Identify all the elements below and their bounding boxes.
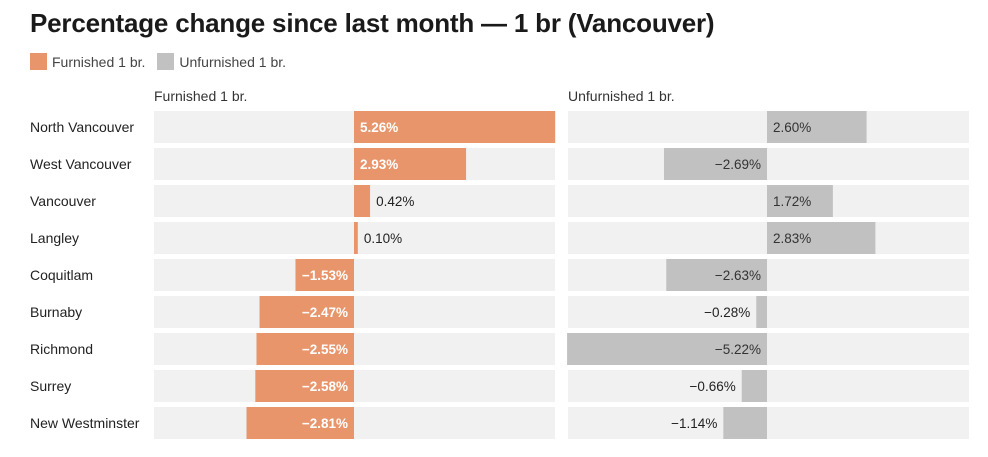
chart-title: Percentage change since last month — 1 b… — [30, 8, 715, 38]
bar-unfurnished-1-br-surrey — [741, 370, 767, 402]
bar-unfurnished-1-br-coquitlam — [666, 259, 767, 291]
panel-background-row — [154, 296, 555, 328]
category-label-langley: Langley — [30, 230, 79, 246]
bar-unfurnished-1-br-langley — [767, 222, 876, 254]
bar-furnished-1-br-coquitlam — [295, 259, 354, 291]
panel-background-row — [154, 333, 555, 365]
panel-background-row — [568, 259, 969, 291]
data-label-furnished-1-br-langley: 0.10% — [364, 231, 402, 246]
data-label-unfurnished-1-br-burnaby: −0.28% — [704, 305, 750, 320]
legend-item-unfurnished: Unfurnished 1 br. — [157, 53, 286, 70]
bar-unfurnished-1-br-burnaby — [756, 296, 767, 328]
legend-label-unfurnished: Unfurnished 1 br. — [179, 53, 287, 70]
data-label-unfurnished-1-br-surrey: −0.66% — [690, 379, 736, 394]
legend-swatch-furnished — [30, 53, 47, 70]
category-label-west-vancouver: West Vancouver — [30, 156, 132, 172]
legend: Furnished 1 br. Unfurnished 1 br. — [30, 53, 298, 70]
data-label-unfurnished-1-br-north-vancouver: 2.60% — [773, 120, 811, 135]
bar-unfurnished-1-br-new-westminster — [723, 407, 767, 439]
data-label-unfurnished-1-br-langley: 2.83% — [773, 231, 811, 246]
panel-background-row — [154, 370, 555, 402]
legend-item-furnished: Furnished 1 br. — [30, 53, 145, 70]
bar-furnished-1-br-surrey — [255, 370, 354, 402]
bar-furnished-1-br-burnaby — [259, 296, 354, 328]
legend-label-furnished: Furnished 1 br. — [52, 53, 146, 70]
data-label-furnished-1-br-burnaby: −2.47% — [302, 305, 348, 320]
bar-furnished-1-br-richmond — [256, 333, 354, 365]
panel-background-row — [568, 370, 969, 402]
panel-background-row — [568, 407, 969, 439]
category-label-richmond: Richmond — [30, 341, 93, 357]
category-label-surrey: Surrey — [30, 378, 71, 394]
bar-unfurnished-1-br-north-vancouver — [767, 111, 867, 143]
data-label-furnished-1-br-north-vancouver: 5.26% — [360, 120, 398, 135]
panel-title-unfurnished-1-br: Unfurnished 1 br. — [568, 88, 675, 104]
data-label-unfurnished-1-br-new-westminster: −1.14% — [671, 416, 717, 431]
bar-furnished-1-br-vancouver — [354, 185, 371, 217]
data-label-furnished-1-br-vancouver: 0.42% — [376, 194, 414, 209]
category-label-vancouver: Vancouver — [30, 193, 96, 209]
data-label-unfurnished-1-br-west-vancouver: −2.69% — [715, 157, 761, 172]
panel-background-row — [568, 148, 969, 180]
data-label-unfurnished-1-br-coquitlam: −2.63% — [715, 268, 761, 283]
panel-title-furnished-1-br: Furnished 1 br. — [154, 88, 247, 104]
bar-furnished-1-br-north-vancouver — [354, 111, 556, 143]
category-label-new-westminster: New Westminster — [30, 415, 140, 431]
category-label-north-vancouver: North Vancouver — [30, 119, 134, 135]
data-label-furnished-1-br-surrey: −2.58% — [302, 379, 348, 394]
data-label-unfurnished-1-br-vancouver: 1.72% — [773, 194, 811, 209]
panel-background-row — [154, 259, 555, 291]
data-label-unfurnished-1-br-richmond: −5.22% — [715, 342, 761, 357]
category-label-burnaby: Burnaby — [30, 304, 82, 320]
bar-furnished-1-br-west-vancouver — [354, 148, 467, 180]
category-label-coquitlam: Coquitlam — [30, 267, 93, 283]
panel-background-row — [568, 296, 969, 328]
bar-unfurnished-1-br-richmond — [567, 333, 767, 365]
data-label-furnished-1-br-new-westminster: −2.81% — [302, 416, 348, 431]
bar-unfurnished-1-br-vancouver — [767, 185, 833, 217]
bar-furnished-1-br-langley — [354, 222, 358, 254]
legend-swatch-unfurnished — [157, 53, 175, 70]
data-label-furnished-1-br-coquitlam: −1.53% — [302, 268, 348, 283]
data-label-furnished-1-br-richmond: −2.55% — [302, 342, 348, 357]
panel-background-row — [154, 407, 555, 439]
data-label-furnished-1-br-west-vancouver: 2.93% — [360, 157, 398, 172]
bar-unfurnished-1-br-west-vancouver — [663, 148, 767, 180]
bar-furnished-1-br-new-westminster — [246, 407, 354, 439]
